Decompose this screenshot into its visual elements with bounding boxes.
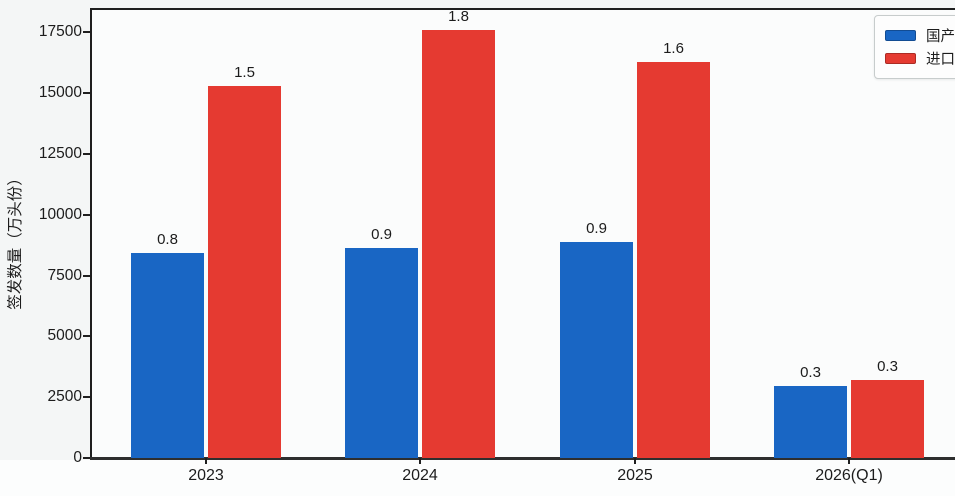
legend-label-domestic: 国产	[926, 29, 955, 45]
bottom-margin	[0, 460, 955, 496]
bar-value-label-domestic-2024: 0.9	[371, 225, 392, 243]
x-tick-mark-2024	[419, 458, 421, 464]
legend-item-imported: 进口	[885, 47, 955, 70]
bar-domestic-2026(Q1)	[774, 385, 847, 458]
bar-value-label-imported-2024: 1.8	[448, 8, 469, 26]
bar-domestic-2024	[345, 247, 418, 458]
y-tick-label-17500: 17500	[38, 23, 82, 41]
bar-value-label-domestic-2025: 0.9	[586, 219, 607, 237]
legend-item-domestic: 国产	[885, 24, 955, 47]
y-tick-mark-17500	[83, 31, 90, 34]
bar-imported-2026(Q1)	[851, 379, 924, 458]
x-tick-mark-2025	[634, 458, 636, 464]
y-tick-label-12500: 12500	[38, 144, 82, 162]
y-tick-label-7500: 7500	[47, 266, 82, 284]
bar-domestic-2023	[131, 252, 204, 458]
y-tick-mark-15000	[83, 92, 90, 95]
bar-imported-2024	[422, 30, 495, 458]
x-tick-label-2025: 2025	[617, 467, 653, 484]
y-axis-title: 签发数量（万头份）	[7, 170, 24, 310]
y-tick-label-10000: 10000	[38, 205, 82, 223]
legend-swatch-domestic	[885, 30, 916, 41]
x-tick-label-2024: 2024	[402, 467, 438, 484]
y-tick-mark-7500	[83, 274, 90, 277]
bar-imported-2023	[208, 86, 281, 458]
y-tick-mark-0	[83, 457, 90, 459]
y-tick-label-5000: 5000	[47, 327, 82, 345]
y-tick-mark-5000	[83, 335, 90, 338]
bar-value-label-domestic-2026(Q1): 0.3	[800, 363, 821, 381]
legend-swatch-imported	[885, 53, 916, 64]
bar-value-label-imported-2025: 1.6	[663, 40, 684, 58]
x-axis-line	[90, 457, 955, 460]
y-tick-label-2500: 2500	[47, 388, 82, 406]
bar-imported-2025	[637, 62, 710, 458]
bar-value-label-imported-2026(Q1): 0.3	[877, 357, 898, 375]
y-tick-mark-2500	[83, 396, 90, 399]
bar-value-label-imported-2023: 1.5	[234, 64, 255, 82]
legend-box: 国产 进口	[874, 15, 955, 79]
bar-value-label-domestic-2023: 0.8	[157, 230, 178, 248]
x-tick-label-2023: 2023	[188, 467, 224, 484]
y-tick-label-0: 0	[73, 449, 82, 466]
y-tick-label-15000: 15000	[38, 84, 82, 102]
y-tick-mark-10000	[83, 213, 90, 216]
bar-domestic-2025	[560, 241, 633, 458]
legend-label-imported: 进口	[926, 52, 955, 68]
y-tick-mark-12500	[83, 152, 90, 155]
x-tick-mark-2023	[205, 458, 207, 464]
x-tick-mark-2026(Q1)	[848, 458, 850, 464]
x-tick-label-2026(Q1): 2026(Q1)	[815, 467, 883, 484]
